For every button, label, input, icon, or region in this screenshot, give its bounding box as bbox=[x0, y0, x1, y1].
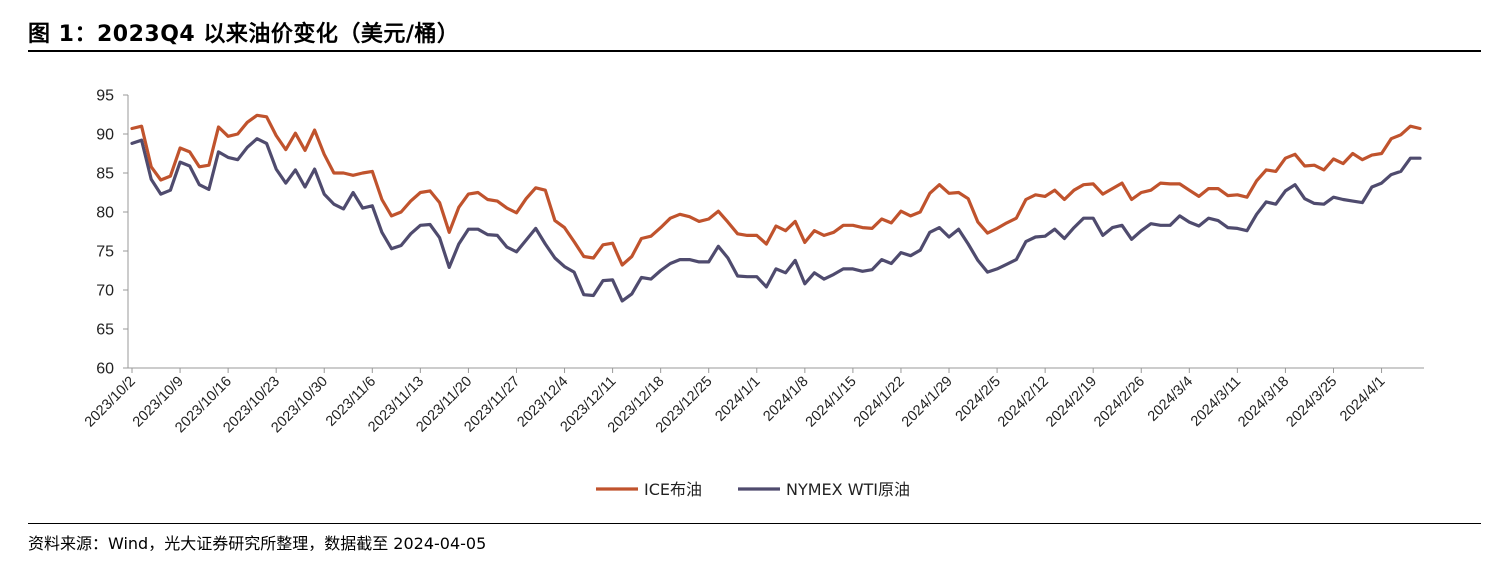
y-tick-label: 70 bbox=[96, 283, 114, 300]
x-tick-label: 2023/10/2 bbox=[82, 374, 139, 431]
chart-title: 图 1：2023Q4 以来油价变化（美元/桶） bbox=[28, 22, 460, 47]
y-tick-label: 65 bbox=[96, 322, 114, 339]
y-tick-label: 85 bbox=[96, 166, 114, 183]
legend-label-ice: ICE布油 bbox=[644, 480, 702, 499]
legend: ICE布油 NYMEX WTI原油 bbox=[596, 480, 910, 499]
x-tick-label: 2024/3/25 bbox=[1283, 374, 1340, 431]
x-tick-label: 2024/3/18 bbox=[1235, 374, 1292, 431]
y-tick-label: 95 bbox=[96, 88, 114, 105]
bottom-rule bbox=[28, 523, 1481, 524]
x-tick-label: 2024/2/12 bbox=[995, 374, 1052, 431]
top-rule bbox=[28, 50, 1481, 52]
x-tick-label: 2024/4/1 bbox=[1337, 374, 1388, 425]
y-tick-label: 75 bbox=[96, 244, 114, 261]
x-tick-label: 2024/1/1 bbox=[712, 374, 763, 425]
y-axis: 60 65 70 75 80 85 90 95 bbox=[96, 88, 129, 378]
x-tick-label: 2024/1/15 bbox=[803, 374, 860, 431]
source-note: 资料来源：Wind，光大证券研究所整理，数据截至 2024-04-05 bbox=[28, 534, 487, 553]
y-tick-label: 90 bbox=[96, 127, 114, 144]
y-tick-label: 60 bbox=[96, 361, 114, 378]
series-layer bbox=[130, 113, 1422, 303]
x-axis: 2023/10/22023/10/92023/10/162023/10/2320… bbox=[82, 367, 1424, 436]
y-tick-label: 80 bbox=[96, 205, 114, 222]
x-tick-label: 2024/2/19 bbox=[1043, 374, 1100, 431]
oil-price-chart: 60 65 70 75 80 85 90 95 2023/10/22023/10/92023/… bbox=[82, 88, 1424, 499]
x-tick-label: 2024/1/29 bbox=[899, 374, 956, 431]
nymex-wti-line bbox=[130, 137, 1422, 303]
ice-brent-line bbox=[130, 113, 1422, 267]
x-tick-label: 2024/2/26 bbox=[1091, 374, 1148, 431]
legend-label-wti: NYMEX WTI原油 bbox=[786, 480, 910, 499]
x-tick-label: 2024/3/11 bbox=[1188, 374, 1244, 430]
x-tick-label: 2024/1/22 bbox=[851, 374, 908, 431]
